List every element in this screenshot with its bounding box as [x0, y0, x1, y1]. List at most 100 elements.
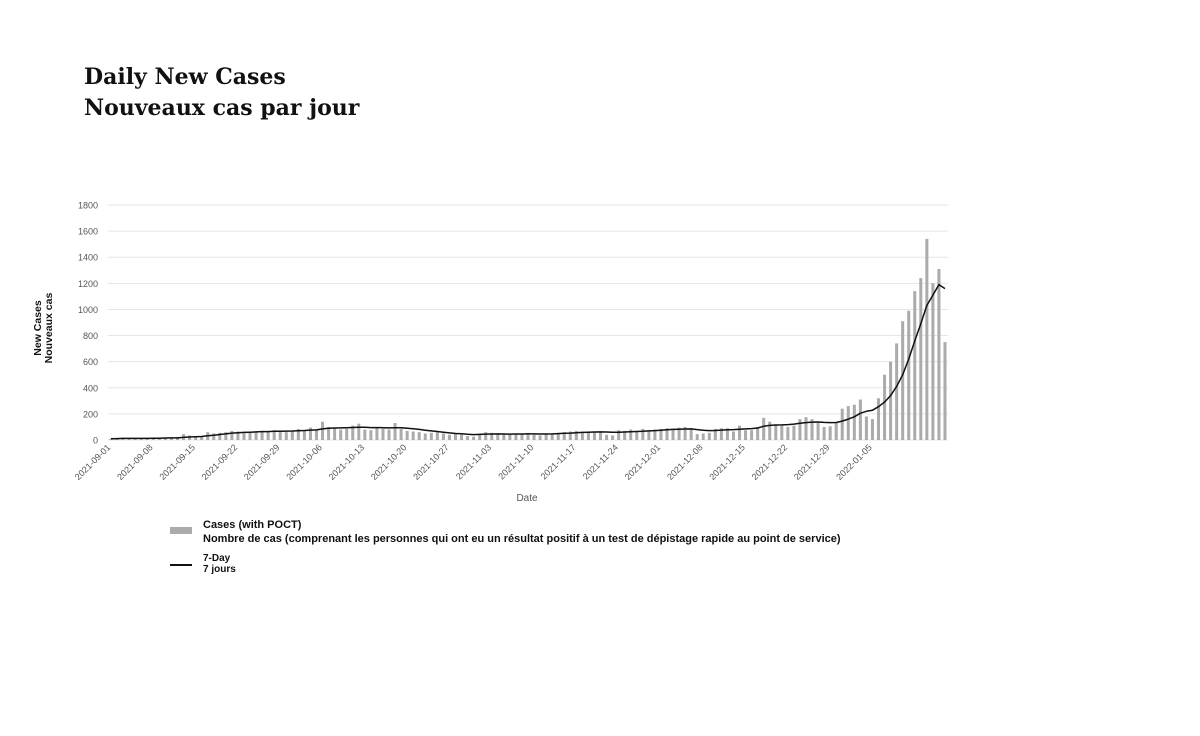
- y-axis-title: Nouveaux cas: [43, 293, 55, 364]
- data-bar: [218, 432, 222, 440]
- data-bar: [278, 430, 282, 440]
- x-tick-label: 2021-12-15: [707, 442, 747, 482]
- data-bar: [605, 434, 609, 440]
- data-bar: [375, 428, 379, 440]
- legend-item-cases: Cases (with POCT) Nombre de cas (compren…: [170, 518, 841, 546]
- data-bar: [363, 429, 367, 440]
- data-bar: [683, 426, 687, 440]
- data-bar: [357, 423, 361, 440]
- data-bar: [895, 343, 899, 440]
- data-bar: [738, 425, 742, 440]
- data-bar: [901, 321, 905, 440]
- x-tick-label: 2021-09-22: [200, 442, 240, 482]
- data-bar: [532, 434, 536, 440]
- data-bar: [864, 416, 868, 440]
- data-bar: [308, 427, 312, 440]
- x-tick-label: 2021-11-10: [496, 442, 535, 481]
- data-bar: [719, 428, 723, 440]
- data-bar: [762, 417, 766, 440]
- data-bar: [883, 374, 887, 440]
- data-bar: [453, 434, 457, 440]
- data-bar: [284, 432, 288, 440]
- chart-legend: Cases (with POCT) Nombre de cas (compren…: [170, 518, 841, 582]
- x-tick-label: 2021-09-15: [157, 442, 197, 482]
- data-bar: [381, 428, 385, 440]
- x-tick-label: 2021-12-29: [792, 442, 832, 482]
- data-bar: [744, 430, 748, 440]
- data-bar: [931, 283, 935, 440]
- x-tick-label: 2021-10-06: [284, 442, 324, 482]
- data-bar: [677, 427, 681, 440]
- y-tick-label: 200: [83, 409, 98, 419]
- data-bar: [321, 421, 325, 440]
- data-bar: [145, 438, 149, 440]
- data-bar: [925, 238, 929, 440]
- data-bar: [435, 432, 439, 440]
- data-bar: [514, 433, 518, 440]
- data-bar: [236, 431, 240, 440]
- data-bar: [290, 430, 294, 440]
- x-tick-label: 2021-09-29: [242, 442, 282, 482]
- legend-label-cases-en: Cases (with POCT): [203, 519, 302, 531]
- data-bar: [230, 430, 234, 440]
- legend-swatch-line: [170, 564, 192, 566]
- data-bar: [296, 428, 300, 440]
- data-bar: [852, 404, 856, 440]
- x-tick-label: 2021-10-13: [327, 442, 367, 482]
- y-tick-label: 400: [83, 383, 98, 393]
- legend-label-7day-en: 7-Day: [203, 553, 231, 564]
- data-bar: [592, 431, 596, 440]
- data-bar: [611, 435, 615, 440]
- data-bar: [405, 430, 409, 440]
- chart-title: Daily New Cases Nouveaux cas par jour: [84, 62, 359, 124]
- x-tick-label: 2021-11-17: [539, 442, 578, 481]
- data-bar: [248, 432, 252, 440]
- y-tick-label: 1400: [78, 253, 98, 263]
- data-bar: [635, 430, 639, 440]
- data-bar: [399, 428, 403, 440]
- data-bar: [242, 432, 246, 440]
- x-tick-label: 2021-10-20: [369, 442, 409, 482]
- data-bar: [441, 433, 445, 440]
- data-bar: [653, 429, 657, 440]
- data-bar: [617, 430, 621, 440]
- data-bar: [707, 432, 711, 440]
- data-bar: [876, 398, 881, 440]
- data-bar: [713, 428, 717, 440]
- data-bar: [508, 434, 512, 440]
- data-bar: [810, 419, 814, 440]
- data-bar: [502, 434, 506, 440]
- data-bar: [870, 419, 874, 440]
- data-bar: [460, 434, 464, 440]
- data-bar: [490, 432, 494, 440]
- data-bar: [629, 429, 633, 440]
- data-bar: [822, 426, 826, 440]
- legend-swatch-bars: [170, 527, 192, 534]
- legend-label-cases-fr: Nombre de cas (comprenant les personnes …: [203, 533, 841, 545]
- data-bar: [665, 428, 669, 440]
- x-tick-label: 2021-09-08: [115, 442, 155, 482]
- data-bar: [544, 434, 548, 440]
- data-bar: [858, 399, 862, 440]
- data-bar: [731, 431, 735, 440]
- y-tick-label: 0: [93, 436, 98, 446]
- data-bar: [429, 432, 433, 440]
- data-bar: [339, 429, 343, 440]
- data-bar: [804, 417, 808, 440]
- data-bar: [647, 430, 651, 440]
- data-bar: [786, 426, 790, 440]
- data-bar: [212, 433, 216, 440]
- data-bar: [574, 430, 578, 440]
- data-bar: [139, 438, 143, 440]
- y-tick-label: 1600: [78, 227, 98, 237]
- data-bar: [526, 432, 530, 440]
- data-bar: [756, 426, 760, 440]
- data-bar: [327, 426, 331, 440]
- data-bar: [369, 430, 373, 440]
- chart-title-fr: Nouveaux cas par jour: [84, 95, 360, 121]
- data-bar: [272, 430, 276, 440]
- data-bar: [689, 428, 693, 440]
- data-bar: [333, 428, 337, 440]
- data-bar: [478, 433, 482, 440]
